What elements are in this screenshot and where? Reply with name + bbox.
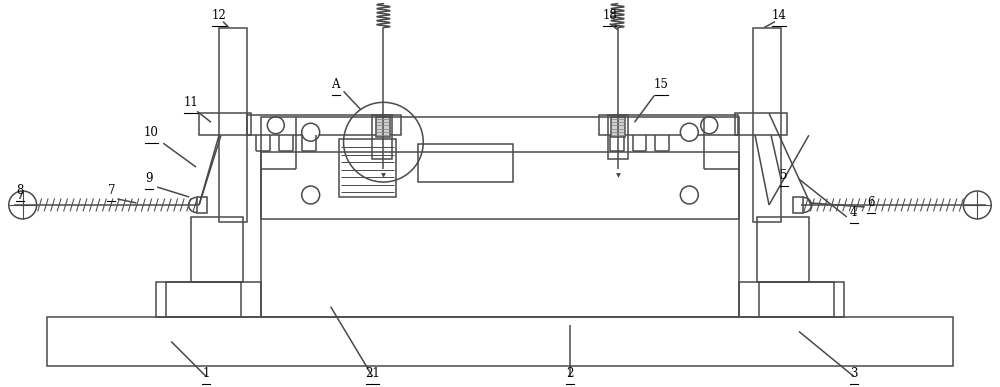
Bar <box>735 113 787 135</box>
Circle shape <box>701 117 718 134</box>
Bar <box>191 217 243 282</box>
Circle shape <box>796 197 811 212</box>
Bar <box>608 115 628 159</box>
Bar <box>166 282 241 317</box>
Text: 12: 12 <box>212 9 226 22</box>
Bar <box>418 144 513 182</box>
Bar <box>376 117 390 137</box>
Bar <box>611 117 625 137</box>
Bar <box>757 217 809 282</box>
Bar <box>197 197 207 213</box>
Text: A: A <box>331 79 340 91</box>
Text: 11: 11 <box>184 96 198 109</box>
Text: 15: 15 <box>654 79 669 91</box>
Circle shape <box>267 117 284 134</box>
Bar <box>339 139 396 197</box>
Bar <box>372 115 392 159</box>
Text: 14: 14 <box>772 9 786 22</box>
Bar <box>793 197 803 213</box>
Text: 18: 18 <box>602 9 617 22</box>
Circle shape <box>680 123 698 141</box>
Text: 21: 21 <box>365 367 380 380</box>
Circle shape <box>189 197 204 212</box>
Bar <box>219 27 247 222</box>
Text: 2: 2 <box>566 367 573 380</box>
Text: 7: 7 <box>108 184 115 197</box>
Bar <box>199 113 251 135</box>
Text: 9: 9 <box>146 172 153 185</box>
Bar <box>261 117 739 219</box>
Text: 10: 10 <box>144 126 159 139</box>
Bar <box>739 282 844 317</box>
Bar <box>599 115 738 135</box>
Bar <box>47 317 953 366</box>
Text: 8: 8 <box>16 184 23 197</box>
Text: 1: 1 <box>202 367 210 380</box>
Text: 6: 6 <box>867 196 874 209</box>
Bar <box>753 27 781 222</box>
Circle shape <box>680 186 698 204</box>
Bar <box>261 152 739 317</box>
Bar <box>759 282 834 317</box>
Text: 3: 3 <box>850 367 857 380</box>
Text: 4: 4 <box>850 206 857 219</box>
Circle shape <box>302 123 320 141</box>
Circle shape <box>302 186 320 204</box>
Text: 5: 5 <box>780 169 788 182</box>
Bar <box>247 115 401 135</box>
Bar <box>156 282 261 317</box>
